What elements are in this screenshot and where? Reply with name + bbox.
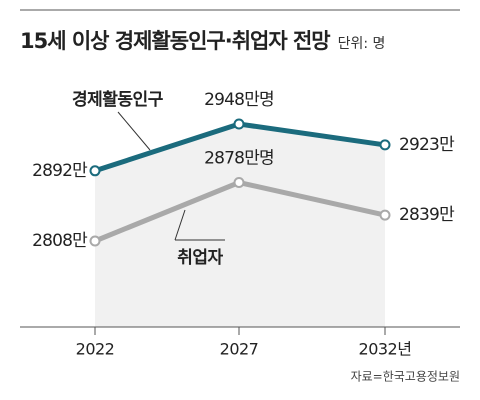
point — [379, 139, 391, 151]
series-name: 경제활동인구 — [72, 89, 164, 110]
point — [379, 209, 391, 221]
x-tick-label: 2032년 — [359, 340, 412, 359]
point — [89, 165, 101, 177]
callout-line — [117, 111, 151, 151]
point — [233, 177, 245, 188]
point — [233, 118, 245, 130]
value-label: 2892만 — [32, 161, 88, 181]
value-label: 2808만 — [32, 231, 88, 251]
series-name: 취업자 — [177, 247, 223, 268]
area-shade — [95, 124, 385, 327]
value-label: 2948만명 — [204, 90, 274, 110]
value-label: 2878만명 — [204, 149, 274, 169]
x-tick-label: 2022 — [76, 340, 115, 359]
value-label: 2839만 — [399, 205, 455, 225]
source: 자료=한국고용정보원 — [351, 370, 460, 384]
x-tick-label: 2027 — [220, 340, 259, 359]
chart-title: 15세 이상 경제활동인구·취업자 전망 — [20, 29, 330, 53]
unit-label: 단위: 명 — [338, 36, 386, 52]
point — [89, 235, 101, 247]
value-label: 2923만 — [399, 135, 455, 155]
callout-line — [174, 209, 186, 241]
